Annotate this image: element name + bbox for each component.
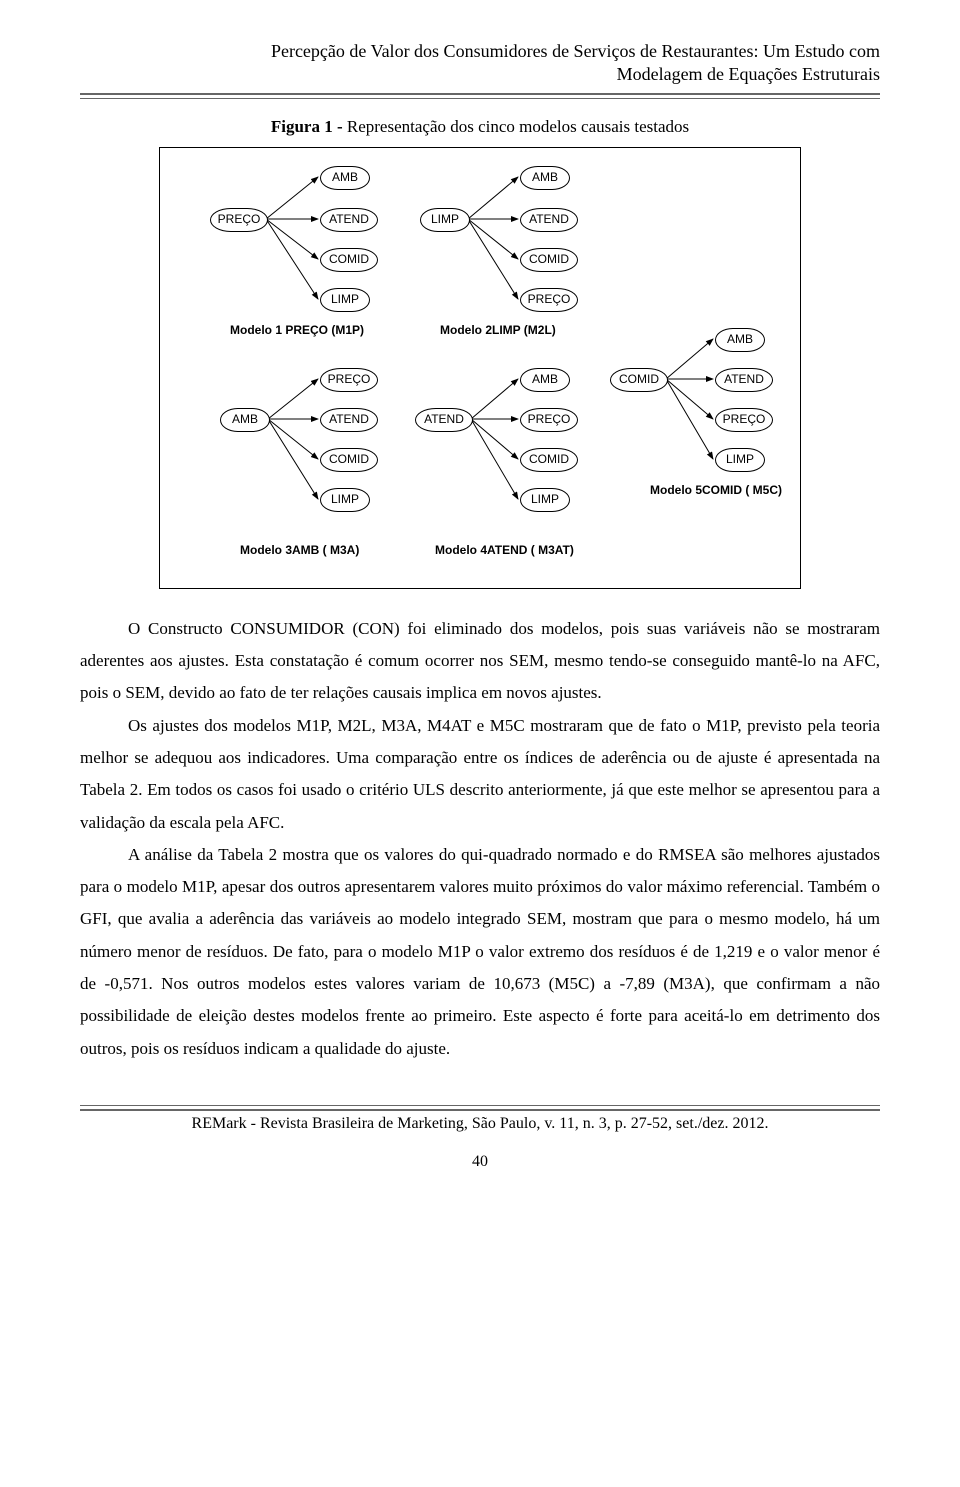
- diagram-node-m5-t2: PREÇO: [715, 408, 773, 432]
- figure-caption-text: Representação dos cinco modelos causais …: [343, 117, 690, 136]
- diagram-node-m5-t1: ATEND: [715, 368, 773, 392]
- diagram-node-m4-t0: AMB: [520, 368, 570, 392]
- diagram-node-m2-t3: PREÇO: [520, 288, 578, 312]
- diagram-node-m3-t1: ATEND: [320, 408, 378, 432]
- diagram-node-m1-center: PREÇO: [210, 208, 268, 232]
- diagram-node-m5-t0: AMB: [715, 328, 765, 352]
- model-label-m1p: Modelo 1 PREÇO (M1P): [230, 323, 364, 337]
- paragraph-2: Os ajustes dos modelos M1P, M2L, M3A, M4…: [80, 710, 880, 839]
- diagram-node-m1-t0: AMB: [320, 166, 370, 190]
- model-label-m3a: Modelo 3AMB ( M3A): [240, 543, 359, 557]
- figure-caption-bold: Figura 1 -: [271, 117, 343, 136]
- diagram-node-m2-t0: AMB: [520, 166, 570, 190]
- paragraph-1: O Constructo CONSUMIDOR (CON) foi elimin…: [80, 613, 880, 710]
- diagram-node-m1-t1: ATEND: [320, 208, 378, 232]
- diagram-node-m4-t2: COMID: [520, 448, 578, 472]
- diagram-node-m5-center: COMID: [610, 368, 668, 392]
- page-number: 40: [80, 1153, 880, 1171]
- diagram-node-m2-center: LIMP: [420, 208, 470, 232]
- diagram-node-m5-t3: LIMP: [715, 448, 765, 472]
- diagram-node-m3-center: AMB: [220, 408, 270, 432]
- model-label-m4at: Modelo 4ATEND ( M3AT): [435, 543, 574, 557]
- footer-rule: [80, 1105, 880, 1111]
- body-text: O Constructo CONSUMIDOR (CON) foi elimin…: [80, 613, 880, 1065]
- page: Percepção de Valor dos Consumidores de S…: [0, 0, 960, 1201]
- paragraph-3: A análise da Tabela 2 mostra que os valo…: [80, 839, 880, 1065]
- model-label-m5c: Modelo 5COMID ( M5C): [650, 483, 782, 497]
- diagram-node-m3-t0: PREÇO: [320, 368, 378, 392]
- diagram-node-m2-t2: COMID: [520, 248, 578, 272]
- diagram-node-m4-t1: PREÇO: [520, 408, 578, 432]
- header-line-1: Percepção de Valor dos Consumidores de S…: [80, 40, 880, 63]
- running-header: Percepção de Valor dos Consumidores de S…: [80, 40, 880, 87]
- model-label-m2l: Modelo 2LIMP (M2L): [440, 323, 556, 337]
- footer-citation: REMark - Revista Brasileira de Marketing…: [80, 1115, 880, 1133]
- diagram-node-m4-t3: LIMP: [520, 488, 570, 512]
- diagram-node-m4-center: ATEND: [415, 408, 473, 432]
- header-line-2: Modelagem de Equações Estruturais: [80, 63, 880, 86]
- header-rule: [80, 93, 880, 99]
- diagram-node-m1-t3: LIMP: [320, 288, 370, 312]
- diagram-node-m2-t1: ATEND: [520, 208, 578, 232]
- diagram-node-m3-t2: COMID: [320, 448, 378, 472]
- diagram-node-m3-t3: LIMP: [320, 488, 370, 512]
- figure-diagram: PREÇO AMB ATEND COMID LIMP LIMP AMB ATEND COMID P…: [159, 147, 801, 589]
- figure-caption: Figura 1 - Representação dos cinco model…: [80, 117, 880, 137]
- diagram-node-m1-t2: COMID: [320, 248, 378, 272]
